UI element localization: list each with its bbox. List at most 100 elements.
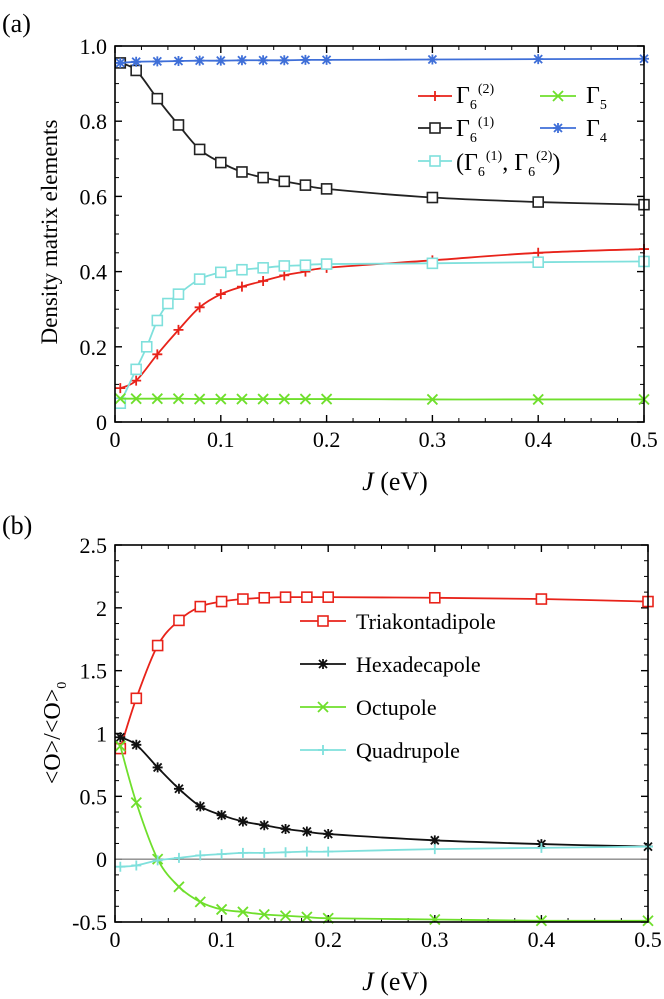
- legend-item-octupole: Octupole: [300, 695, 437, 720]
- panel-a-point-6-2: [131, 375, 142, 386]
- panel-a-point-6-1-6-2: [151, 314, 164, 327]
- panel-b-point-hexadecapole: [280, 824, 291, 835]
- panel-a-y-tick-label: 1.0: [80, 34, 108, 59]
- panel-a-x-axis-label: J (eV): [362, 467, 428, 496]
- panel-b-point-octupole: [114, 740, 126, 752]
- panel-b-point-quadrupole: [429, 844, 440, 855]
- panel-b-y-tick-label: 2.5: [80, 533, 108, 558]
- panel-b-point-quadrupole: [216, 849, 227, 860]
- panel-b-point-triakontadipole: [535, 593, 548, 605]
- panel-a-point-6-1-6-2: [140, 340, 153, 353]
- panel-b-point-octupole: [237, 906, 249, 918]
- panel-a-point-6-1: [532, 196, 545, 208]
- legend-label-hexadecapole: Hexadecapole: [356, 652, 481, 677]
- panel-b: (b) <O>/<O>0 J (eV) 0 0.1 0.2 0.3 0.4 0.5 -0.5…: [2, 511, 662, 996]
- panel-b-point-quadrupole: [323, 846, 334, 857]
- legend-point: [317, 701, 329, 713]
- panel-a-point-6-1: [236, 166, 248, 178]
- legend-item-triakontadipole: Triakontadipole: [300, 609, 496, 634]
- legend-point: [317, 615, 329, 627]
- panel-a-point-5: [299, 393, 312, 405]
- panel-a-point-6-1-6-2: [320, 258, 333, 270]
- legend-point: [553, 123, 563, 133]
- panel-b-point-quadrupole: [237, 847, 248, 858]
- panel-b-point-triakontadipole: [151, 639, 164, 652]
- panel-b-point-octupole: [215, 903, 228, 916]
- panel-b-point-hexadecapole: [131, 739, 142, 750]
- legend-marker-octupole: [300, 701, 346, 713]
- panel-b-point-triakontadipole: [130, 692, 143, 705]
- panel-a-point-5: [151, 393, 163, 405]
- panel-b-point-octupole: [429, 913, 441, 926]
- panel-b-y-tick-label: -0.5: [72, 910, 107, 935]
- panel-a-point-4: [115, 57, 126, 68]
- panel-b-point-quadrupole: [301, 846, 312, 857]
- panel-a-point-4: [533, 54, 544, 65]
- panel-a-point-4: [236, 55, 247, 66]
- panel-b-y-tick-label: 0.5: [80, 784, 108, 809]
- legend-label-triakontadipole: Triakontadipole: [356, 609, 496, 634]
- panel-b-frame: [114, 544, 649, 923]
- panel-a-point-6-1-6-2: [278, 260, 291, 272]
- panel-a-series-4: [115, 53, 649, 68]
- panel-a-point-6-1: [299, 179, 312, 191]
- panel-a-point-6-2: [258, 276, 269, 286]
- panel-b-point-quadrupole: [152, 855, 163, 866]
- panel-a-series-6-2: [115, 244, 649, 394]
- panel-b-series-quadrupole: [115, 841, 653, 872]
- legend-item-gamma5: Γ5: [540, 83, 607, 113]
- panel-a-x-tick-label: 0.1: [207, 427, 235, 452]
- legend-point: [430, 91, 440, 101]
- panel-a-point-6-1: [172, 119, 185, 131]
- panel-a-point-4: [300, 54, 311, 65]
- panel-b-label: (b): [2, 511, 32, 540]
- panel-a-series-6-1: [114, 57, 650, 211]
- panel-b-point-triakontadipole: [322, 591, 335, 603]
- panel-a-point-5: [257, 393, 269, 405]
- panel-a-x-tick-label: 0.3: [419, 427, 447, 452]
- legend-point: [318, 659, 328, 669]
- panel-a-point-4: [258, 55, 269, 66]
- panel-b-point-triakontadipole: [428, 591, 441, 604]
- panel-b-point-octupole: [173, 881, 185, 893]
- panel-b-point-hexadecapole: [152, 762, 163, 773]
- legend-marker-gamma6-2: [418, 91, 452, 101]
- panel-a-point-6-2: [152, 349, 163, 360]
- legend-marker-gamma5: [540, 90, 576, 102]
- panel-a-point-6-1: [151, 92, 164, 105]
- panel-a-y-tick-label: 0.8: [80, 109, 108, 134]
- panel-a-point-5: [236, 393, 248, 405]
- panel-b-point-hexadecapole: [115, 732, 126, 743]
- panel-b-y-tick-label: 0: [96, 847, 107, 872]
- panel-b-y-tick-label: 1.5: [80, 659, 108, 684]
- panel-a-point-6-1-6-2: [257, 262, 269, 274]
- panel-b-point-quadrupole: [115, 861, 126, 872]
- panel-b-point-triakontadipole: [279, 591, 292, 603]
- panel-a-point-6-2: [173, 324, 184, 335]
- legend-marker-hexadecapole: [300, 659, 346, 669]
- legend-marker-offdiagonal: [418, 155, 452, 167]
- panel-b-point-quadrupole: [131, 860, 142, 871]
- panel-a-series-6-1-6-2: [114, 255, 650, 410]
- panel-a-y-tick-label: 0.2: [80, 335, 108, 360]
- panel-a-x-tick-label: 0.5: [630, 427, 658, 452]
- panel-b-point-octupole: [130, 796, 142, 809]
- panel-b-point-triakontadipole: [237, 593, 249, 605]
- panel-b-series-octupole: [114, 740, 654, 927]
- panel-a-point-6-1-6-2: [172, 288, 185, 300]
- panel-a-point-6-2: [194, 302, 205, 313]
- legend-marker-quadrupole: [300, 745, 346, 755]
- panel-b-point-octupole: [301, 911, 313, 923]
- legend-label-gamma6-2: Γ6(2): [456, 82, 495, 113]
- panel-b-line-octupole: [119, 745, 649, 922]
- panel-a-point-6-1-6-2: [426, 257, 439, 270]
- panel-b-point-octupole: [258, 908, 270, 921]
- panel-b-point-hexadecapole: [323, 829, 334, 840]
- legend-marker-gamma4: [540, 123, 576, 133]
- panel-b-point-quadrupole: [536, 842, 547, 853]
- panel-b-point-hexadecapole: [216, 810, 227, 821]
- panel-a-point-6-1: [257, 171, 269, 184]
- panel-b-point-quadrupole: [195, 850, 206, 861]
- panel-a-x-tick-label: 0.4: [524, 427, 552, 452]
- panel-b-x-tick-label: 0.5: [634, 927, 662, 952]
